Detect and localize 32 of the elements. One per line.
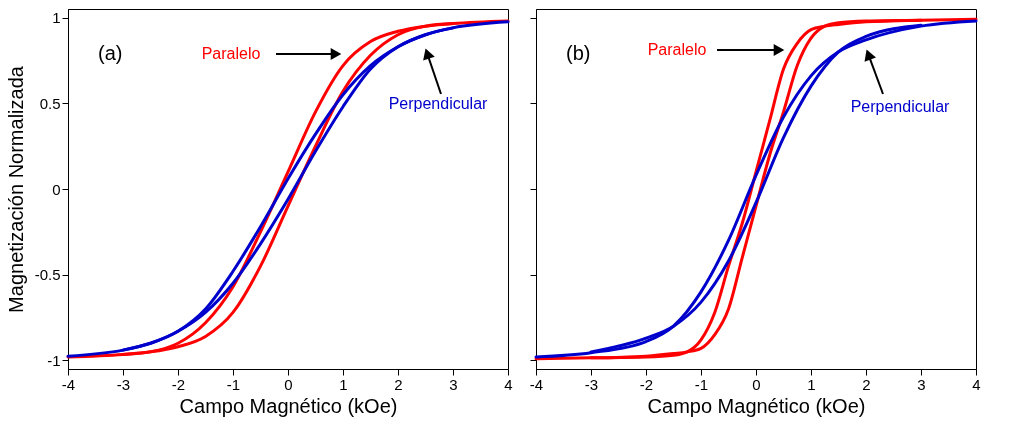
x-tick-label: 0 — [284, 375, 293, 393]
x-tick-label: -3 — [116, 375, 131, 393]
annotation: (b) — [566, 42, 591, 64]
x-axis-title: Campo Magnético (kOe) — [647, 394, 866, 417]
x-tick-label: -1 — [694, 375, 709, 393]
x-tick-label: 2 — [862, 375, 871, 393]
annotation: Perpendicular — [388, 95, 489, 112]
y-axis-title: Magnetización Normalizada — [4, 65, 27, 313]
annotation: Paralelo — [201, 45, 261, 62]
annotation: Paralelo — [647, 41, 707, 58]
annotation: Perpendicular — [850, 98, 951, 115]
y-tick-label: -0.5 — [34, 266, 61, 284]
x-tick-label: -3 — [584, 375, 599, 393]
x-tick-label: -2 — [639, 375, 654, 393]
x-tick-label: 3 — [917, 375, 926, 393]
x-tick-label: 4 — [972, 375, 981, 393]
y-tick-label: 0 — [52, 180, 61, 198]
x-tick-label: 3 — [449, 375, 458, 393]
y-tick-label: -1 — [47, 351, 61, 369]
x-tick-label: 2 — [394, 375, 403, 393]
x-axis-title: Campo Magnético (kOe) — [179, 394, 398, 417]
y-tick-label: 1 — [52, 9, 61, 27]
x-tick-label: 0 — [752, 375, 761, 393]
y-tick-label: 0.5 — [39, 94, 61, 112]
x-tick-label: -2 — [171, 375, 186, 393]
x-tick-label: 1 — [339, 375, 348, 393]
x-tick-label: -1 — [226, 375, 241, 393]
x-tick-label: 4 — [504, 375, 513, 393]
x-tick-label: 1 — [807, 375, 816, 393]
annotation: (a) — [98, 42, 123, 64]
x-tick-label: -4 — [529, 375, 544, 393]
x-tick-label: -4 — [61, 375, 76, 393]
